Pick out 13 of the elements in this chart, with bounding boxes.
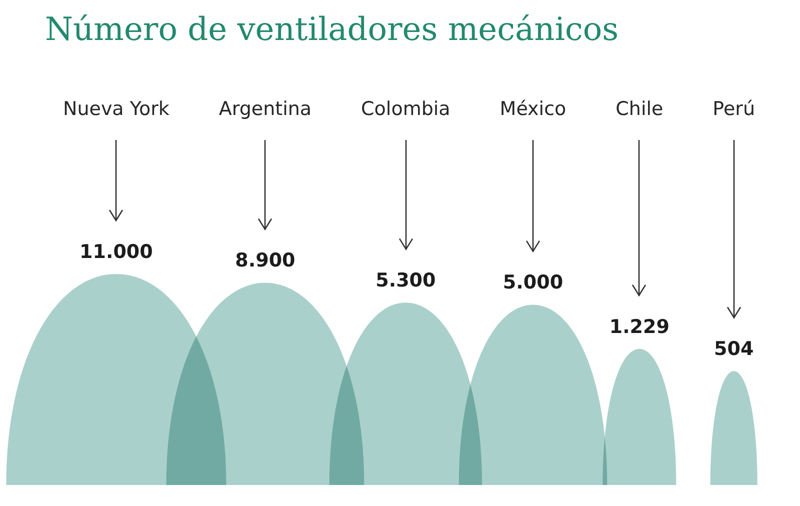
data-label: 504 bbox=[714, 338, 754, 360]
category-label: Colombia bbox=[361, 98, 450, 120]
category-label: México bbox=[500, 98, 566, 120]
data-label: 1.229 bbox=[609, 316, 670, 338]
data-label: 5.000 bbox=[502, 272, 564, 294]
category-label: Chile bbox=[616, 98, 664, 120]
text: Número de ventiladores mecánicos bbox=[45, 9, 619, 50]
category-label: Argentina bbox=[218, 98, 312, 120]
data-label: 11.000 bbox=[80, 240, 153, 263]
data-label: 8.900 bbox=[235, 250, 296, 272]
data-label: 5.300 bbox=[376, 270, 436, 292]
category-label: Perú bbox=[712, 98, 755, 120]
category-label: Nueva York bbox=[62, 98, 170, 120]
